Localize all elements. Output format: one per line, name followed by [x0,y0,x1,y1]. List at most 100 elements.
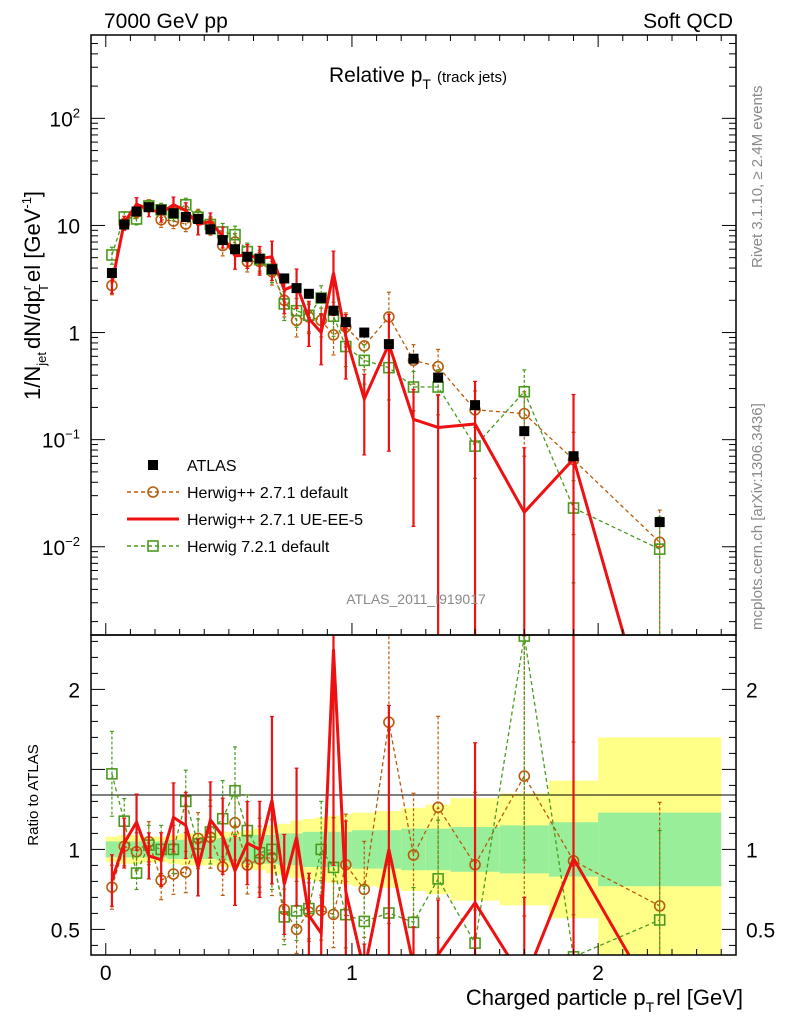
series-herwig-2-7-1-ue-ee-5 [109,196,626,635]
ratio-tick-label: 2 [68,679,80,702]
xlabel-suffix: rel [GeV] [656,985,743,1010]
data-point [568,451,579,462]
y-tick-exponent: −1 [65,427,80,442]
data-point [131,206,142,217]
xlabel-sub: T [646,999,655,1015]
band-stat [105,841,119,858]
x-tick-label: 0 [100,962,112,985]
data-point [653,914,666,926]
main-series [106,196,666,635]
y-tick-mantissa: 1 [68,323,80,346]
y-tick-label: 102 [49,105,80,131]
data-point [279,273,290,284]
header-left: 7000 GeV pp [104,10,228,33]
ylabel-close: ] [20,191,45,197]
data-point [143,202,154,213]
y-tick-label: 10−1 [42,427,80,453]
data-point [340,317,351,328]
series-line [111,204,661,543]
y-tick-label: 10−2 [42,534,80,560]
data-point [653,543,666,555]
data-point [432,873,444,885]
ratio-series [106,635,666,955]
data-point [217,235,228,246]
ratio-panel-frame [90,634,737,956]
y-tick-mantissa: 10 [49,108,72,131]
data-point [383,339,394,350]
series-herwig-2-7-1-ue-ee-5 [109,635,631,955]
source-label: mcplots.cern.ch [arXiv:1306.3436] [749,403,766,630]
ratio-tick-label: 1 [68,839,80,862]
band-stat [302,831,316,867]
legend-marker [147,486,159,498]
y-tick-mantissa: 10 [57,215,80,238]
data-point [119,219,130,230]
data-point [518,770,531,782]
ylabel-part-a: 1/N [20,366,45,400]
legend-label: Herwig++ 2.7.1 UE-EE-5 [187,512,363,529]
plot-title: Relative pT (track jets) [329,64,507,92]
legend-label: Herwig++ 2.7.1 default [187,485,349,502]
data-point [358,915,371,928]
ratio-y-axis-label: Ratio to ATLAS [25,744,42,845]
data-point [303,288,314,299]
data-point [156,204,167,215]
x-tick-label: 1 [346,962,358,985]
x-axis-label: Charged particle pTrel [GeV] [466,985,743,1015]
rivet-label: Rivet 3.1.10, ≥ 2.4M events [749,86,766,269]
data-point [433,372,444,383]
y-tick-label: 10 [57,215,80,238]
data-point [518,407,531,420]
x-tick-label: 2 [592,962,604,985]
legend-entry: Herwig++ 2.7.1 UE-EE-5 [127,512,363,529]
data-point [179,866,192,878]
legend-entry: Herwig 7.2.1 default [127,539,330,556]
ylabel-part-b: dN/dp [20,290,45,349]
ylabel-jet: jet [34,352,49,367]
title-main: Relative p [329,64,422,87]
ylabel-part-c: el [GeV [20,208,45,282]
data-point [470,400,481,411]
data-point [193,213,204,224]
ratio-tick-label-right: 0.5 [746,919,775,942]
data-point [432,801,444,814]
ylabel-sup: r [19,285,34,290]
data-point [266,264,277,275]
legend: ATLAS Herwig++ 2.7.1 default Herwig++ 2.7.… [127,458,363,556]
series-atlas [106,202,665,528]
data-point [654,517,665,528]
legend-label: Herwig 7.2.1 default [187,539,330,556]
y-tick-exponent: −2 [65,534,80,549]
legend-entry: ATLAS [148,458,237,475]
data-point [106,267,117,278]
data-point [358,883,371,896]
y-tick-mantissa: 10 [42,430,65,453]
ratio-tick-label-right: 2 [746,679,758,702]
legend-marker [148,460,158,470]
y-tick-label: 1 [68,323,80,346]
data-point [242,251,253,262]
title-sub: T [422,76,431,92]
data-point [359,327,370,338]
data-point [229,228,241,241]
header-right: Soft QCD [643,10,733,33]
legend-entry: Herwig++ 2.7.1 default [127,485,349,502]
data-point [180,211,191,222]
y-tick-mantissa: 10 [42,537,65,560]
ylabel-exp: -1 [19,197,34,209]
data-point [130,867,143,879]
xlabel-main: Charged particle p [466,985,646,1010]
data-point [518,385,531,398]
legend-marker [147,540,159,552]
data-point [167,868,180,880]
data-point [291,283,302,294]
title-suffix: (track jets) [437,69,507,86]
data-point [519,426,530,437]
series-line [111,722,660,931]
data-point [316,293,327,304]
data-point [407,849,420,861]
ratio-tick-label: 0.5 [51,919,80,942]
y-tick-exponent: 2 [73,105,80,120]
ratio-tick-label-right: 1 [746,839,758,862]
